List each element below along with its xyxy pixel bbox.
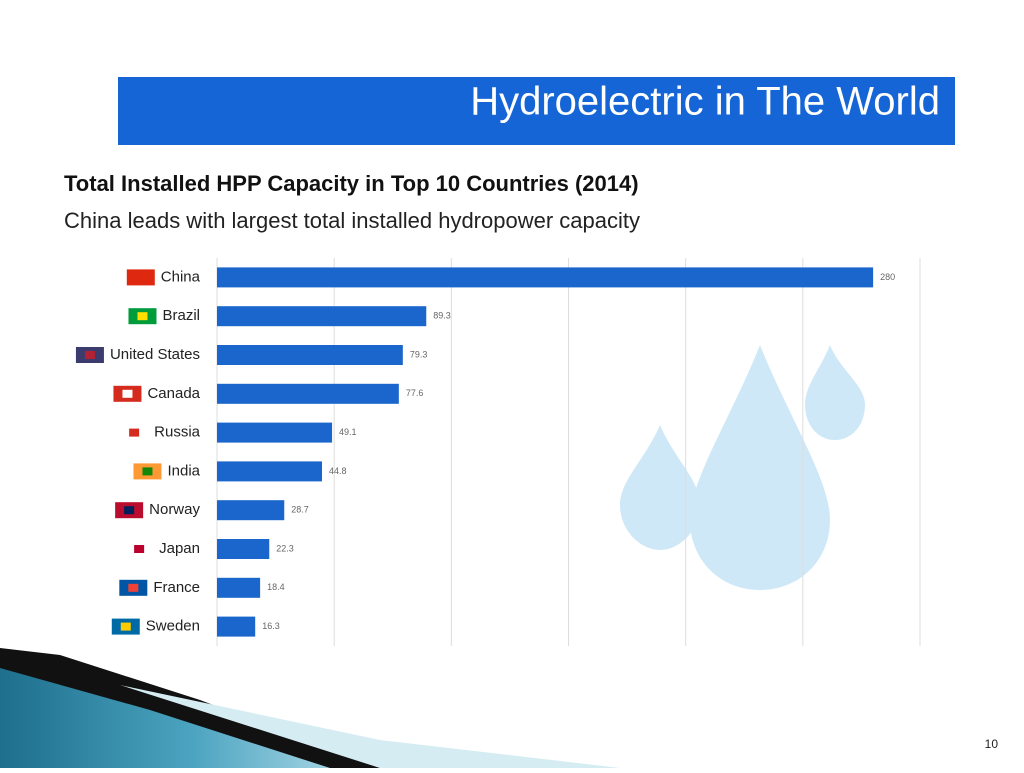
- category-label: Sweden: [146, 618, 200, 635]
- category-label: Norway: [149, 501, 200, 518]
- value-label: 89.3: [433, 311, 451, 321]
- bar: [217, 345, 403, 365]
- bar: [217, 577, 261, 598]
- flag-icon: [135, 273, 146, 282]
- category-label: Canada: [147, 385, 200, 402]
- flag-icon: [137, 312, 148, 321]
- category-label: France: [153, 579, 200, 596]
- water-drops: [620, 345, 865, 590]
- value-label: 16.3: [262, 621, 280, 631]
- category-label: China: [161, 268, 201, 285]
- flag-icon: [142, 467, 153, 476]
- category-label: United States: [110, 346, 200, 363]
- bar: [217, 383, 399, 404]
- flag-icon: [128, 583, 139, 592]
- slide-title: Hydroelectric in The World: [470, 80, 940, 124]
- value-label: 77.6: [406, 388, 424, 398]
- flag-icon: [84, 351, 95, 359]
- value-label: 44.8: [329, 466, 347, 476]
- chart-subtitle: China leads with largest total installed…: [64, 208, 640, 233]
- bar: [217, 422, 333, 443]
- bar: [217, 500, 285, 521]
- value-label: 280: [880, 272, 895, 282]
- value-label: 22.3: [276, 543, 294, 553]
- bar: [217, 267, 874, 288]
- corner-decoration: [0, 648, 620, 768]
- flag-icon: [120, 622, 131, 631]
- value-label: 79.3: [410, 349, 428, 359]
- bar: [217, 539, 270, 559]
- slide-number: 10: [985, 737, 999, 751]
- category-label: Brazil: [162, 307, 200, 324]
- bar: [217, 461, 322, 482]
- category-label: Russia: [154, 424, 201, 441]
- flag-icon: [122, 389, 133, 398]
- flag-icon: [124, 506, 135, 515]
- flag-icon: [134, 545, 145, 553]
- category-label: India: [167, 462, 200, 479]
- plot-area: China 280 Brazil 89.3 United States 79.3 Canad…: [75, 258, 921, 646]
- bar: [217, 306, 427, 327]
- category-label: Japan: [159, 540, 200, 557]
- value-label: 49.1: [339, 427, 357, 437]
- title-banner: [118, 77, 955, 145]
- bar: [217, 616, 256, 637]
- flag-icon: [129, 428, 140, 437]
- chart-title: Total Installed HPP Capacity in Top 10 C…: [64, 171, 639, 196]
- value-label: 28.7: [291, 505, 309, 515]
- value-label: 18.4: [267, 582, 285, 592]
